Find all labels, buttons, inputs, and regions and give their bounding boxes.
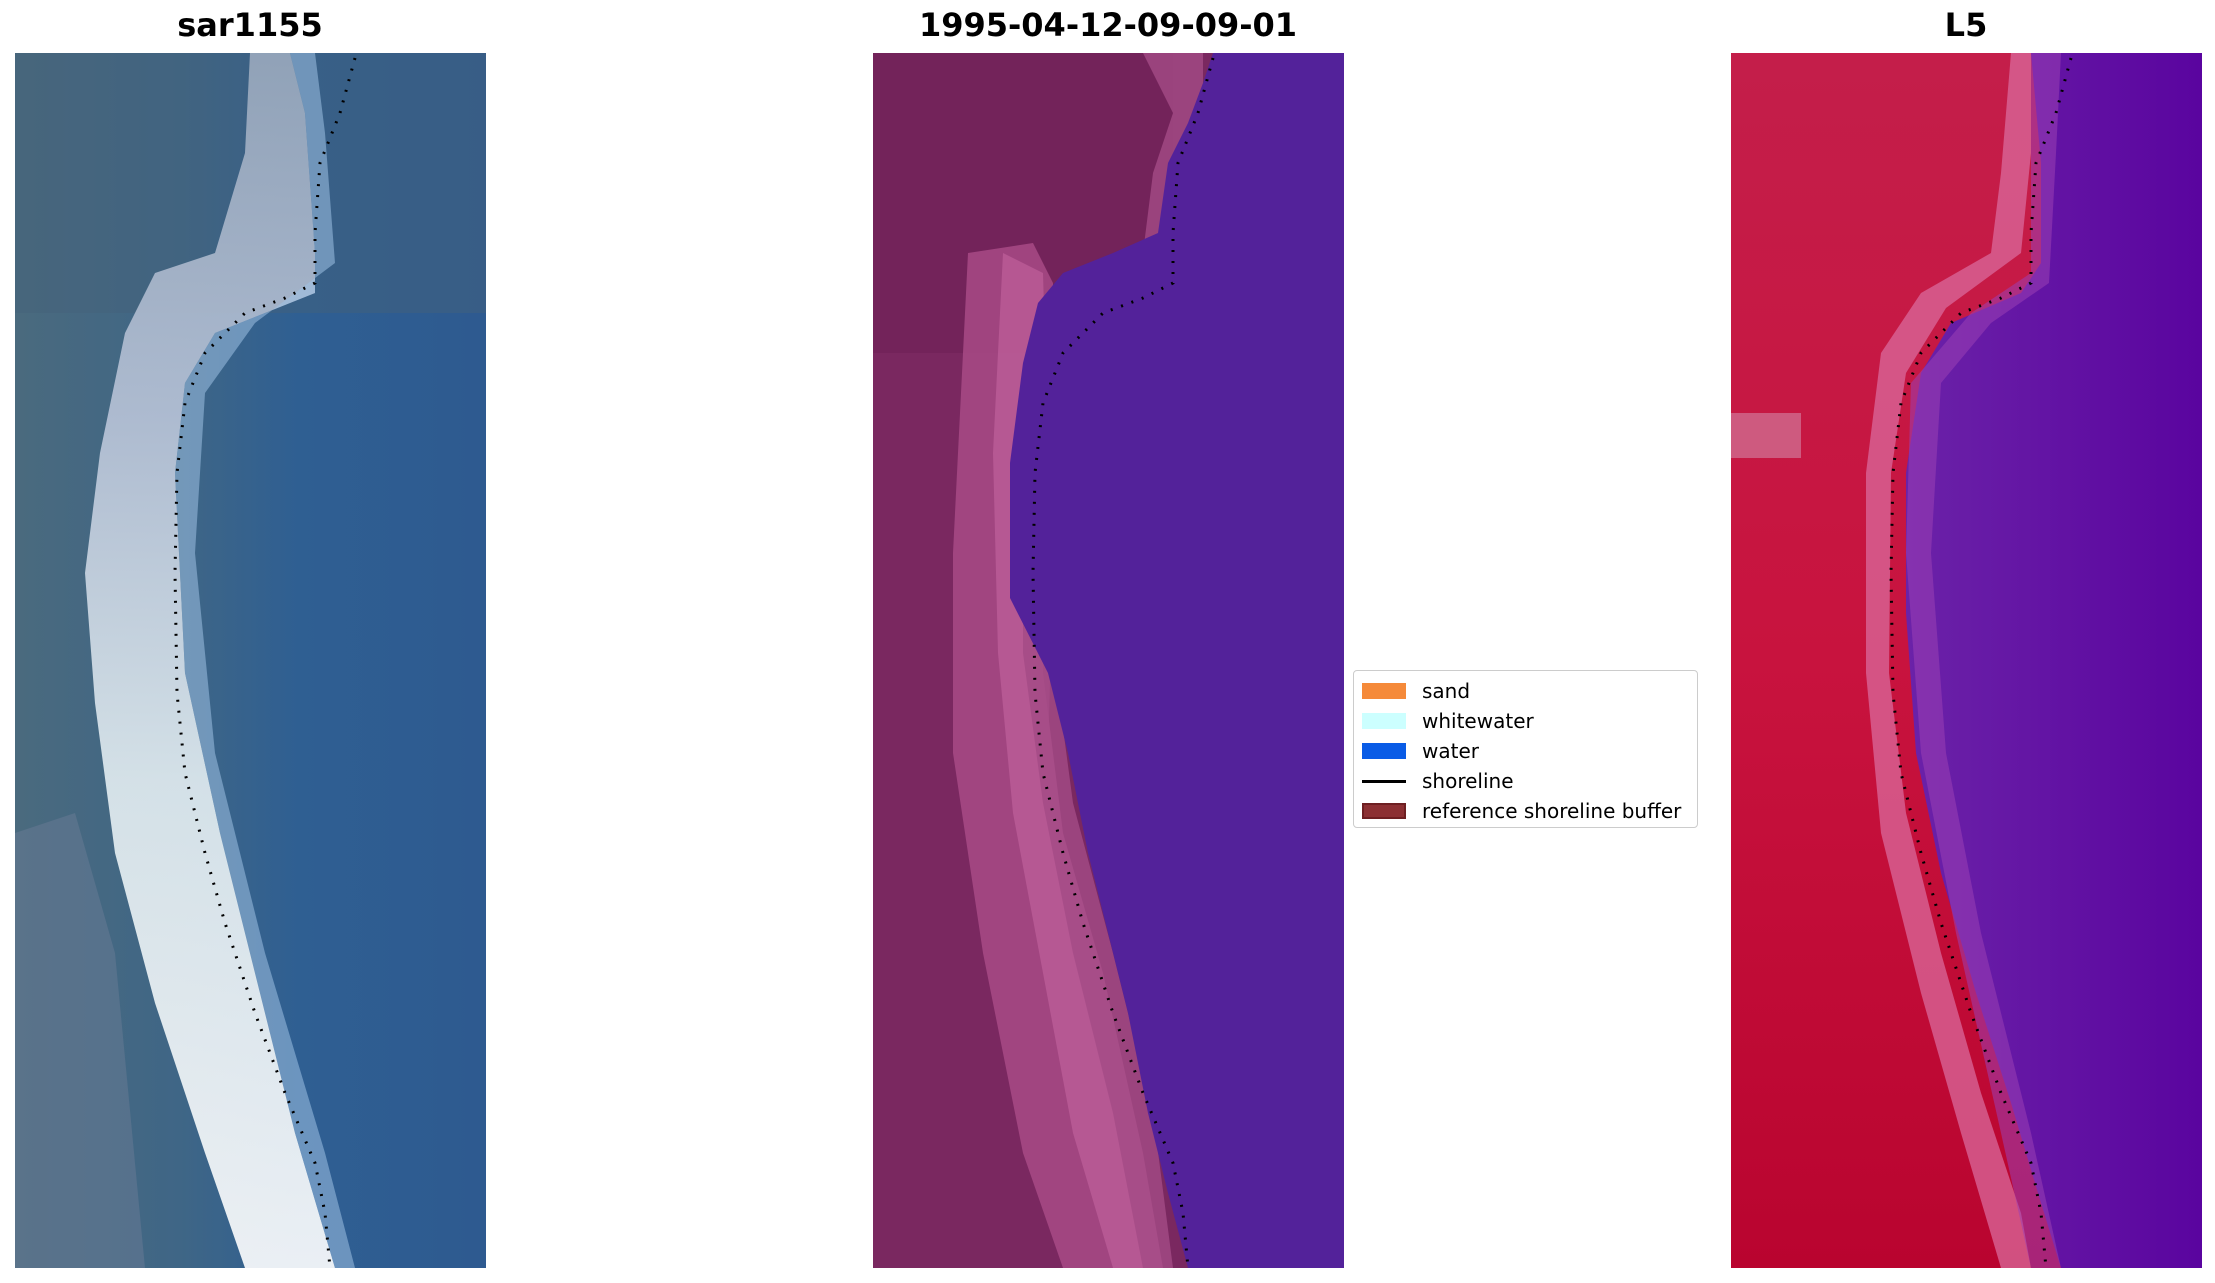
rgb-image — [15, 53, 486, 1268]
legend-label: whitewater — [1422, 709, 1534, 733]
sand-swatch — [1362, 683, 1406, 699]
legend-label: reference shoreline buffer — [1422, 799, 1682, 823]
water-swatch — [1362, 743, 1406, 759]
legend-label: shoreline — [1422, 769, 1514, 793]
legend-label: sand — [1422, 679, 1471, 703]
legend-label: water — [1422, 739, 1479, 763]
panel-title-date: 1995-04-12-09-09-01 — [918, 6, 1298, 44]
legend-item-whitewater: whitewater — [1362, 706, 1689, 736]
rgb-image-panel — [15, 53, 486, 1268]
classification-panel — [873, 53, 1344, 1268]
legend: sand whitewater water shoreline referenc… — [1353, 670, 1698, 828]
reference-buffer-swatch — [1362, 803, 1406, 819]
classification-image — [873, 53, 1344, 1268]
index-image — [1731, 53, 2202, 1268]
whitewater-swatch — [1362, 713, 1406, 729]
panel-title-rgb: sar1155 — [177, 6, 323, 44]
panel-title-index: L5 — [1944, 6, 1988, 44]
legend-item-reference-buffer: reference shoreline buffer — [1362, 796, 1689, 826]
legend-item-sand: sand — [1362, 676, 1689, 706]
shoreline-swatch — [1362, 779, 1406, 783]
legend-item-water: water — [1362, 736, 1689, 766]
legend-item-shoreline: shoreline — [1362, 766, 1689, 796]
index-panel — [1731, 53, 2202, 1268]
